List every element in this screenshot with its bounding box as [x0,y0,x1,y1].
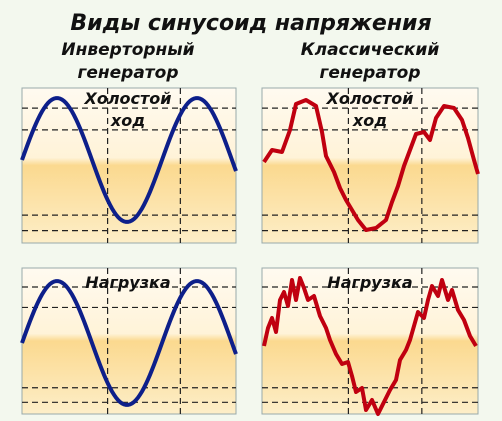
grid [22,268,236,414]
waveform [20,279,238,407]
panel-label: Холостой [326,89,414,108]
column-heading: генератор [319,63,420,83]
panel-label: Нагрузка [85,273,170,292]
panel-frame [261,87,479,244]
waveform [20,96,238,224]
column-heading: Классический [301,40,440,60]
panel-label: ход [110,111,145,130]
title: Виды синусоид напряжения [70,11,431,36]
waveform [262,98,480,232]
waveform [262,276,478,416]
column-heading: генератор [77,63,178,83]
panels [20,87,480,416]
panel-label: ход [352,111,387,130]
panel-label: Холостой [84,89,172,108]
panel-frame [21,267,237,415]
column-heading: Инверторный [61,40,194,60]
panel-frame [21,87,237,244]
panel-label: Нагрузка [327,273,412,292]
